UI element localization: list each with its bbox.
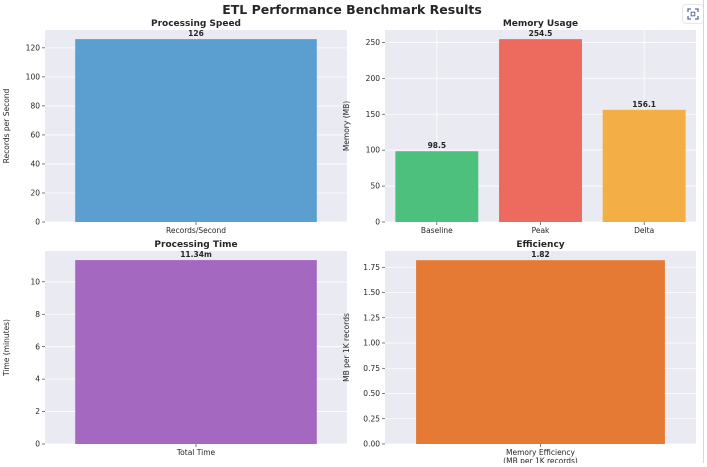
- y-tick-label: 100: [366, 146, 381, 155]
- y-tick-label: 100: [26, 72, 41, 81]
- y-tick-label: 20: [30, 189, 40, 198]
- y-tick-label: 150: [366, 110, 381, 119]
- y-tick-label: 1.00: [363, 339, 380, 348]
- x-tick-label: Delta: [634, 226, 654, 235]
- y-tick-label: 0: [375, 218, 380, 227]
- y-tick-label: 4: [35, 375, 40, 384]
- chart-panel-4: 1.82 0.00 0.25 0.50 0.75 1.00 1.25 1.50 1.75 Memo…: [342, 240, 696, 466]
- chart-panel-1: 126 0 20 40 60 80 100 120 Records/Second Records …: [2, 19, 347, 235]
- y-tick-label: 8: [35, 310, 40, 319]
- subplot-title: Efficiency: [516, 240, 564, 250]
- bar-value-label: 254.5: [529, 29, 553, 38]
- y-tick-label: 40: [30, 160, 40, 169]
- x-tick-label: Baseline: [421, 226, 453, 235]
- y-axis-label: Memory (MB): [342, 101, 351, 151]
- bar-value-label: 126: [188, 29, 204, 38]
- bar: [602, 109, 686, 222]
- y-tick-label: 80: [30, 102, 40, 111]
- x-tick-label: Total Time: [176, 448, 216, 457]
- bar: [75, 260, 317, 444]
- bar: [395, 151, 479, 222]
- y-tick-label: 0.00: [363, 440, 380, 449]
- x-tick-label: Memory Efficiency: [506, 448, 576, 457]
- figure-title: ETL Performance Benchmark Results: [222, 2, 482, 17]
- bar-value-label: 11.34m: [180, 250, 212, 259]
- y-axis-label: MB per 1K records: [342, 313, 351, 382]
- y-tick-label: 60: [30, 131, 40, 140]
- subplot-title: Memory Usage: [503, 19, 578, 29]
- y-tick-label: 1.50: [363, 288, 380, 297]
- subplot-title: Processing Speed: [151, 19, 241, 29]
- y-tick-label: 50: [370, 182, 380, 191]
- bar: [75, 39, 317, 223]
- y-tick-label: 250: [366, 38, 381, 47]
- y-tick-label: 1.25: [363, 313, 380, 322]
- x-tick-label: (MB per 1K records): [503, 457, 578, 464]
- subplot-title: Processing Time: [154, 240, 237, 250]
- x-tick-label: Peak: [532, 226, 550, 235]
- y-tick-label: 0: [35, 440, 40, 449]
- y-tick-label: 10: [30, 277, 40, 286]
- fullscreen-expand-icon: [687, 8, 699, 20]
- y-tick-label: 0.25: [363, 414, 380, 423]
- chart-panel-3: 11.34m 0 2 4 6 8 10 Total Time Time (minutes) Pro…: [2, 240, 347, 457]
- window-edge-rule: [703, 0, 704, 463]
- bar: [416, 260, 665, 444]
- y-axis-label: Time (minutes): [2, 319, 11, 377]
- bar: [499, 39, 582, 222]
- x-tick-label: Records/Second: [166, 226, 226, 235]
- bar-value-label: 98.5: [428, 141, 447, 150]
- bar-value-label: 1.82: [531, 250, 550, 259]
- y-tick-label: 6: [35, 342, 40, 351]
- y-axis-label: Records per Second: [2, 88, 11, 163]
- bar-value-label: 156.1: [632, 100, 656, 109]
- y-tick-label: 1.75: [363, 263, 380, 272]
- y-tick-label: 0.50: [363, 389, 380, 398]
- y-tick-label: 120: [26, 43, 41, 52]
- y-tick-label: 0.75: [363, 364, 380, 373]
- y-tick-label: 0: [35, 218, 40, 227]
- y-tick-label: 200: [366, 74, 381, 83]
- expand-button[interactable]: [682, 4, 704, 24]
- y-tick-label: 2: [35, 407, 40, 416]
- chart-panel-2: 98.5 254.5 156.1 0 50 100 150 200 250 Baseline Pea…: [342, 19, 696, 235]
